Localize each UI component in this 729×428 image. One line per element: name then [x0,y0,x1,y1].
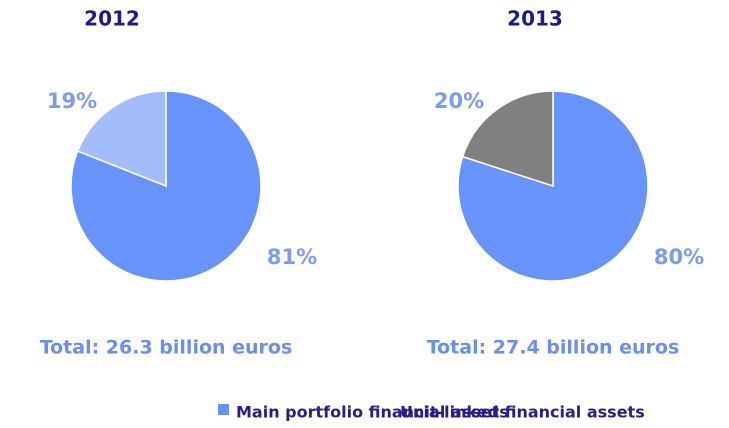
data-label: 19% [47,89,97,113]
total-annotation: Total: 27.4 billion euros [427,337,680,359]
legend-label: Unit-linked financial assets [400,403,645,422]
pie-slice [461,90,554,188]
legend-marker [218,404,229,415]
total-annotation: Total: 26.3 billion euros [40,337,293,359]
data-label: 81% [267,245,317,269]
chart-title: 2013 [507,7,563,31]
pie-slice [76,90,167,188]
legend-label: Main portfolio financial assets [236,403,509,422]
data-label: 80% [654,245,704,269]
data-label: 20% [434,89,484,113]
chart-title: 2012 [84,7,140,31]
